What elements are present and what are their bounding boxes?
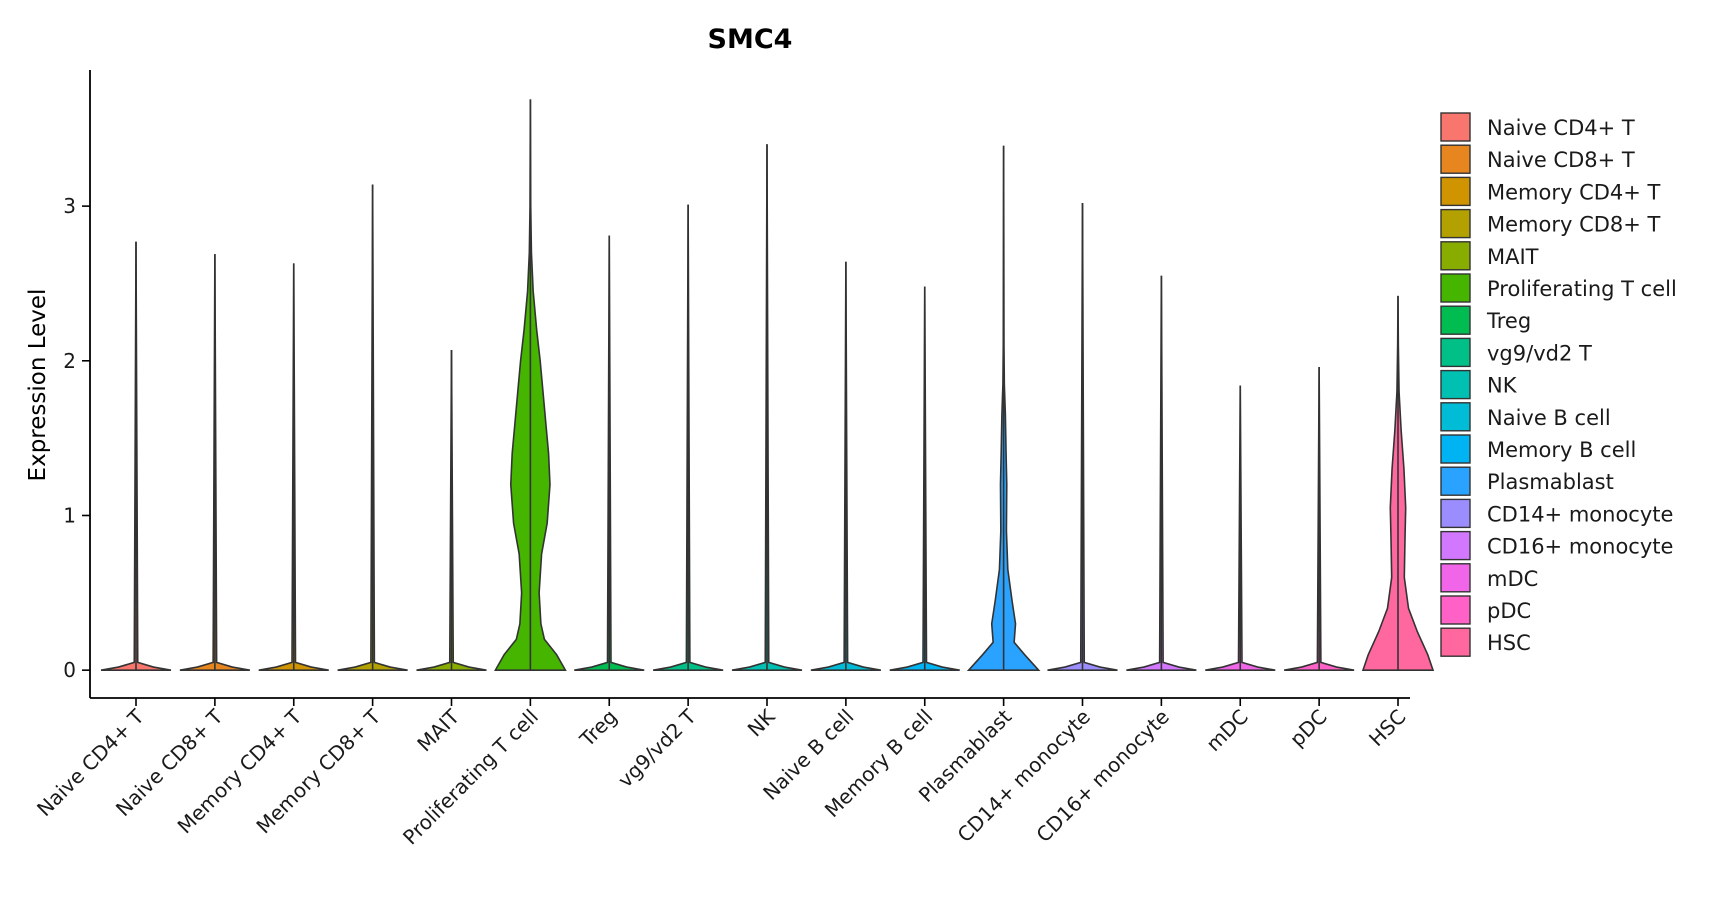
legend-label: Treg (1486, 309, 1531, 333)
legend-swatch (1440, 208, 1471, 239)
legend-swatch (1440, 273, 1471, 303)
legend-swatch (1440, 112, 1471, 142)
legend-swatch (1440, 305, 1471, 335)
x-tick-label: mDC (1201, 705, 1253, 757)
y-tick-label: 1 (63, 503, 76, 527)
legend-swatch (1440, 369, 1471, 400)
legend-label: Proliferating T cell (1487, 277, 1677, 301)
legend-swatch (1440, 402, 1471, 432)
legend-swatch (1440, 627, 1471, 657)
x-tick-label: NK (743, 704, 780, 741)
legend-label: MAIT (1487, 245, 1539, 269)
legend-label: Plasmablast (1487, 470, 1614, 494)
legend-label: vg9/vd2 T (1487, 341, 1592, 365)
legend-swatch (1440, 466, 1471, 496)
legend-label: Memory B cell (1487, 438, 1636, 462)
legend-label: Memory CD4+ T (1487, 180, 1661, 204)
legend-swatch (1440, 530, 1471, 561)
legend-label: Naive CD4+ T (1487, 116, 1635, 140)
x-tick-label: CD16+ monocyte (1031, 705, 1174, 848)
plot-area (100, 99, 1435, 671)
legend-swatch (1440, 241, 1471, 271)
legend-swatch (1440, 498, 1471, 529)
legend-label: NK (1487, 374, 1518, 398)
legend-swatch (1440, 337, 1471, 368)
legend-label: mDC (1487, 567, 1538, 591)
legend-label: Naive B cell (1487, 406, 1611, 430)
x-tick-label: HSC (1364, 705, 1410, 751)
legend-swatch (1440, 176, 1471, 207)
x-tick-label: MAIT (412, 704, 464, 756)
y-axis-label: Expression Level (25, 289, 51, 482)
x-tick-label: vg9/vd2 T (613, 704, 701, 792)
legend: Naive CD4+ T Naive CD8+ T Memory CD4+ T Mem… (1440, 112, 1677, 657)
x-tick-label: CD14+ monocyte (953, 705, 1096, 848)
legend-label: pDC (1487, 599, 1531, 623)
x-tick-label: pDC (1285, 705, 1332, 752)
legend-swatch (1440, 563, 1471, 593)
chart-title: SMC4 (708, 24, 793, 55)
legend-label: HSC (1487, 631, 1531, 655)
legend-label: CD14+ monocyte (1487, 502, 1673, 526)
legend-swatch (1440, 434, 1471, 464)
x-tick-label: Proliferating T cell (398, 705, 543, 850)
legend-label: CD16+ monocyte (1487, 535, 1673, 559)
y-tick-label: 0 (63, 658, 76, 682)
y-tick-label: 2 (63, 349, 76, 373)
legend-label: Memory CD8+ T (1487, 213, 1661, 237)
y-tick-label: 3 (63, 194, 76, 218)
legend-swatch (1440, 144, 1471, 174)
x-tick-label: Treg (574, 705, 621, 752)
legend-swatch (1440, 595, 1471, 625)
legend-label: Naive CD8+ T (1487, 148, 1635, 172)
